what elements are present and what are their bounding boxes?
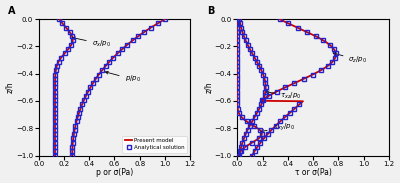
Text: B: B [207,6,214,16]
Y-axis label: z/h: z/h [204,82,213,93]
Legend: Present model, Analytical solution: Present model, Analytical solution [122,135,188,153]
Text: $\tau_{xz}/p_0$: $\tau_{xz}/p_0$ [266,90,302,101]
X-axis label: p or σ(Pa): p or σ(Pa) [96,168,133,178]
Y-axis label: z/h: z/h [6,82,14,93]
Text: $p/p_0$: $p/p_0$ [105,71,141,84]
Text: $\sigma_x/p_0$: $\sigma_x/p_0$ [72,37,111,49]
Text: A: A [8,6,16,16]
X-axis label: τ or σ(Pa): τ or σ(Pa) [295,168,332,178]
Text: $\tau_{xy}/p_0$: $\tau_{xy}/p_0$ [261,121,294,133]
Text: $\sigma_z/p_0$: $\sigma_z/p_0$ [333,52,367,65]
